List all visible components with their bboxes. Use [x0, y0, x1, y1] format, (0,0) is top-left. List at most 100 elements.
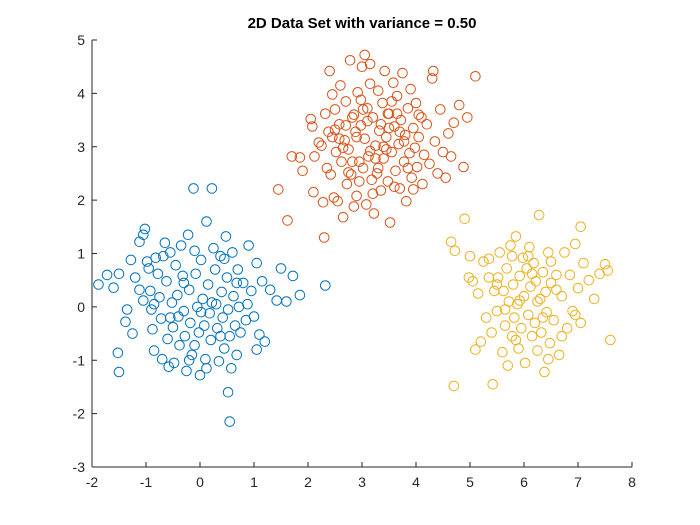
point-3-73 — [605, 334, 616, 346]
point-3-64 — [570, 238, 581, 250]
point-3-69 — [588, 293, 600, 305]
point-1-76 — [229, 320, 241, 331]
point-1-20 — [152, 268, 164, 280]
point-2-2 — [286, 151, 298, 162]
point-2-90 — [432, 168, 443, 179]
x-tick-label: -2 — [86, 474, 99, 490]
point-1-12 — [139, 223, 151, 235]
x-tick-label: -1 — [140, 474, 153, 490]
point-2-10 — [316, 140, 327, 151]
point-1-69 — [220, 231, 232, 242]
point-3-60 — [559, 247, 570, 258]
x-tick-label: 3 — [358, 474, 366, 490]
point-2-28 — [340, 96, 352, 107]
point-1-106 — [215, 330, 226, 342]
point-2-47 — [366, 174, 378, 186]
point-1-90 — [264, 284, 276, 296]
point-2-34 — [348, 201, 360, 212]
x-tick-label: 0 — [196, 474, 204, 490]
point-3-53 — [543, 247, 554, 258]
point-3-57 — [551, 269, 562, 281]
point-2-53 — [374, 125, 385, 136]
point-2-55 — [377, 97, 388, 109]
point-1-67 — [217, 312, 228, 323]
point-2-89 — [429, 136, 441, 147]
point-2-29 — [341, 178, 353, 190]
point-3-52 — [541, 306, 553, 318]
y-tick-label: 0 — [77, 299, 85, 315]
point-3-26 — [506, 330, 518, 342]
point-3-49 — [537, 266, 549, 278]
point-2-67 — [393, 138, 405, 150]
point-2-19 — [328, 192, 340, 203]
point-2-57 — [379, 65, 391, 77]
y-tick-label: 1 — [77, 246, 85, 262]
point-3-22 — [501, 263, 513, 274]
point-2-83 — [416, 112, 427, 123]
point-1-71 — [222, 304, 234, 315]
point-2-13 — [320, 108, 331, 119]
point-1-49 — [193, 327, 205, 338]
point-2-22 — [332, 195, 344, 207]
point-2-1 — [282, 215, 293, 226]
y-tick-label: -3 — [73, 459, 86, 475]
point-2-11 — [317, 197, 329, 208]
point-1-3 — [113, 268, 125, 280]
point-1-52 — [197, 293, 208, 305]
point-2-9 — [313, 137, 325, 148]
point-2-5 — [305, 113, 317, 125]
point-2-126 — [329, 124, 341, 135]
point-1-88 — [256, 276, 268, 287]
point-3-21 — [499, 320, 511, 331]
point-2-102 — [359, 49, 371, 61]
point-3-25 — [505, 240, 516, 251]
point-1-58 — [205, 334, 217, 346]
point-2-112 — [383, 122, 395, 134]
point-2-74 — [402, 103, 414, 114]
point-2-30 — [343, 144, 354, 155]
point-3-75 — [543, 353, 554, 365]
point-2-133 — [382, 108, 394, 119]
point-1-43 — [185, 317, 196, 329]
point-2-121 — [362, 115, 373, 127]
point-1-45 — [188, 183, 199, 194]
point-2-130 — [364, 145, 376, 157]
point-2-31 — [344, 55, 356, 66]
point-3-89 — [545, 256, 557, 267]
point-3-4 — [463, 272, 475, 283]
point-1-15 — [145, 285, 156, 297]
point-3-55 — [545, 277, 557, 289]
point-1-13 — [141, 256, 153, 267]
point-2-0 — [273, 184, 284, 195]
point-2-40 — [356, 61, 368, 72]
point-1-115 — [219, 253, 230, 265]
point-1-62 — [210, 298, 222, 310]
y-tick-label: 2 — [77, 192, 85, 208]
point-2-117 — [386, 96, 398, 107]
point-3-36 — [519, 357, 531, 369]
point-2-15 — [323, 126, 334, 138]
point-1-37 — [177, 270, 188, 282]
point-3-77 — [523, 250, 534, 262]
point-1-11 — [138, 229, 149, 241]
point-3-50 — [539, 366, 550, 378]
point-1-59 — [206, 183, 218, 194]
x-tick-label: 5 — [466, 474, 474, 490]
point-2-3 — [294, 152, 306, 163]
point-2-86 — [421, 119, 433, 130]
x-tick-label: 6 — [520, 474, 528, 490]
point-3-28 — [509, 312, 520, 323]
point-3-2 — [448, 380, 460, 392]
point-2-87 — [424, 158, 435, 170]
point-3-16 — [491, 305, 503, 317]
point-1-51 — [195, 254, 207, 266]
point-2-118 — [337, 142, 349, 154]
point-1-23 — [156, 353, 168, 365]
point-2-52 — [372, 85, 384, 96]
point-1-30 — [167, 321, 179, 333]
y-tick-label: 5 — [77, 32, 85, 48]
point-2-41 — [357, 162, 369, 174]
point-2-62 — [386, 146, 398, 158]
